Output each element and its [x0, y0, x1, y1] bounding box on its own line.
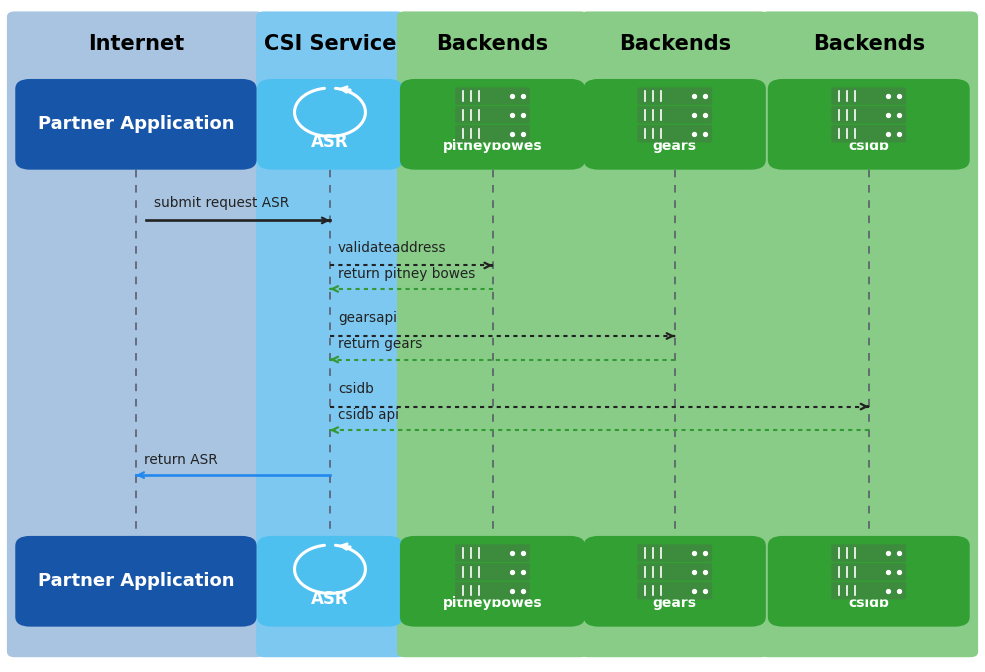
- FancyBboxPatch shape: [768, 79, 969, 170]
- FancyBboxPatch shape: [831, 582, 906, 599]
- FancyBboxPatch shape: [16, 536, 257, 626]
- FancyBboxPatch shape: [257, 536, 403, 626]
- Text: ASR: ASR: [311, 590, 349, 607]
- FancyBboxPatch shape: [637, 87, 712, 105]
- Text: ASR: ASR: [311, 133, 349, 151]
- FancyBboxPatch shape: [455, 563, 530, 581]
- FancyBboxPatch shape: [256, 11, 405, 657]
- Text: Backends: Backends: [436, 34, 549, 54]
- Text: csidb: csidb: [338, 382, 373, 396]
- FancyBboxPatch shape: [257, 79, 403, 170]
- FancyBboxPatch shape: [637, 544, 712, 562]
- Text: Partner Application: Partner Application: [37, 116, 234, 133]
- FancyBboxPatch shape: [760, 11, 978, 657]
- Text: csidb: csidb: [848, 597, 889, 610]
- FancyBboxPatch shape: [455, 87, 530, 105]
- Text: Backends: Backends: [619, 34, 731, 54]
- Text: Internet: Internet: [88, 34, 184, 54]
- FancyBboxPatch shape: [7, 11, 264, 657]
- FancyBboxPatch shape: [637, 582, 712, 599]
- Text: csidb api: csidb api: [338, 408, 399, 422]
- FancyBboxPatch shape: [584, 79, 766, 170]
- FancyBboxPatch shape: [831, 106, 906, 124]
- FancyBboxPatch shape: [768, 536, 969, 626]
- FancyBboxPatch shape: [831, 87, 906, 105]
- Text: gears: gears: [653, 140, 696, 153]
- FancyBboxPatch shape: [400, 536, 585, 626]
- Text: Partner Application: Partner Application: [37, 573, 234, 590]
- FancyBboxPatch shape: [584, 536, 766, 626]
- FancyBboxPatch shape: [831, 125, 906, 142]
- FancyBboxPatch shape: [400, 79, 585, 170]
- Text: pitneybowes: pitneybowes: [442, 597, 543, 610]
- Text: csidb: csidb: [848, 140, 889, 153]
- FancyBboxPatch shape: [831, 544, 906, 562]
- FancyBboxPatch shape: [455, 106, 530, 124]
- Text: validateaddress: validateaddress: [338, 241, 446, 255]
- FancyBboxPatch shape: [637, 106, 712, 124]
- FancyBboxPatch shape: [455, 582, 530, 599]
- FancyBboxPatch shape: [637, 125, 712, 142]
- Text: pitneybowes: pitneybowes: [442, 140, 543, 153]
- FancyBboxPatch shape: [455, 544, 530, 562]
- FancyBboxPatch shape: [637, 563, 712, 581]
- Text: return pitney bowes: return pitney bowes: [338, 267, 475, 281]
- Text: gears: gears: [653, 597, 696, 610]
- Text: return gears: return gears: [338, 337, 423, 351]
- Text: return ASR: return ASR: [144, 453, 218, 467]
- FancyBboxPatch shape: [397, 11, 588, 657]
- Text: submit request ASR: submit request ASR: [154, 196, 289, 210]
- Text: gearsapi: gearsapi: [338, 311, 397, 325]
- FancyBboxPatch shape: [16, 79, 257, 170]
- FancyBboxPatch shape: [580, 11, 768, 657]
- FancyBboxPatch shape: [831, 563, 906, 581]
- Text: Backends: Backends: [813, 34, 925, 54]
- Text: CSI Service: CSI Service: [264, 34, 396, 54]
- FancyBboxPatch shape: [455, 125, 530, 142]
